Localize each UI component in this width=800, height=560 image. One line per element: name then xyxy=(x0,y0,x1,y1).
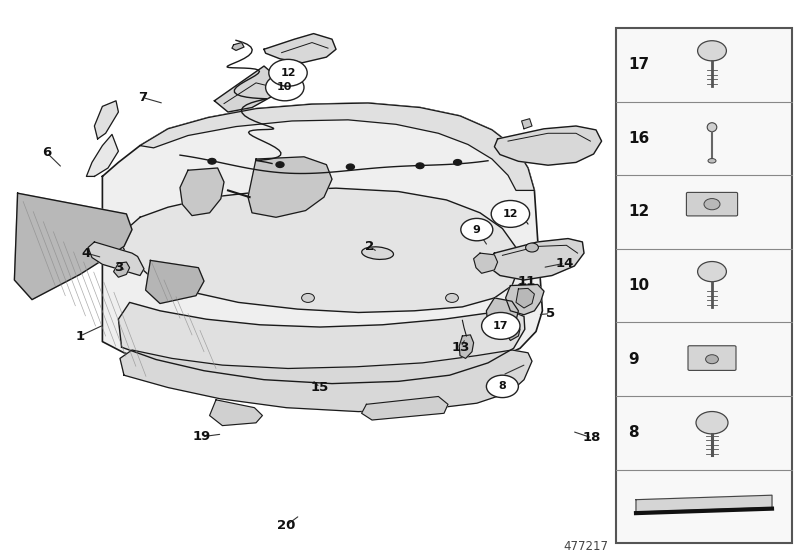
Polygon shape xyxy=(459,335,474,358)
Polygon shape xyxy=(264,34,336,63)
Text: 8: 8 xyxy=(498,381,506,391)
Ellipse shape xyxy=(707,123,717,132)
Polygon shape xyxy=(118,188,518,312)
Polygon shape xyxy=(494,126,602,165)
Circle shape xyxy=(454,160,462,165)
Text: 17: 17 xyxy=(493,321,509,331)
Text: 12: 12 xyxy=(628,204,650,220)
Circle shape xyxy=(416,163,424,169)
Text: 5: 5 xyxy=(546,307,555,320)
Text: 8: 8 xyxy=(628,425,638,440)
Circle shape xyxy=(698,262,726,282)
Polygon shape xyxy=(506,284,544,315)
Circle shape xyxy=(706,354,718,363)
Text: 13: 13 xyxy=(452,340,470,354)
Polygon shape xyxy=(114,262,130,277)
Polygon shape xyxy=(88,242,144,276)
Circle shape xyxy=(266,74,304,101)
Polygon shape xyxy=(94,101,118,139)
Text: 10: 10 xyxy=(277,82,293,92)
Text: 14: 14 xyxy=(556,256,574,270)
Text: 17: 17 xyxy=(628,57,649,72)
Polygon shape xyxy=(210,400,262,426)
Polygon shape xyxy=(362,396,448,420)
Polygon shape xyxy=(506,319,520,340)
Circle shape xyxy=(446,293,458,302)
FancyBboxPatch shape xyxy=(616,28,792,543)
Ellipse shape xyxy=(708,158,716,163)
Polygon shape xyxy=(516,288,534,308)
Polygon shape xyxy=(522,119,532,129)
Polygon shape xyxy=(140,103,534,190)
Polygon shape xyxy=(248,157,332,217)
Text: 7: 7 xyxy=(138,91,147,104)
Polygon shape xyxy=(486,298,518,330)
Text: 10: 10 xyxy=(628,278,649,293)
Circle shape xyxy=(491,200,530,227)
Polygon shape xyxy=(214,66,278,112)
Text: 16: 16 xyxy=(628,131,650,146)
Text: 6: 6 xyxy=(42,146,51,159)
Text: 2: 2 xyxy=(365,240,374,253)
Text: 20: 20 xyxy=(278,519,295,532)
Text: 19: 19 xyxy=(193,430,210,444)
Circle shape xyxy=(276,162,284,167)
Circle shape xyxy=(698,41,726,61)
Circle shape xyxy=(461,218,493,241)
Text: 15: 15 xyxy=(311,381,329,394)
FancyBboxPatch shape xyxy=(686,193,738,216)
Circle shape xyxy=(526,243,538,252)
Circle shape xyxy=(696,412,728,434)
Ellipse shape xyxy=(362,247,394,259)
Circle shape xyxy=(346,164,354,170)
Circle shape xyxy=(208,158,216,164)
Text: 12: 12 xyxy=(502,209,518,219)
Polygon shape xyxy=(146,260,204,304)
Polygon shape xyxy=(14,193,132,300)
Text: 9: 9 xyxy=(628,352,638,367)
Text: 11: 11 xyxy=(518,274,535,288)
Text: 3: 3 xyxy=(114,261,123,274)
Circle shape xyxy=(486,375,518,398)
Polygon shape xyxy=(102,103,542,384)
Polygon shape xyxy=(636,495,772,512)
Circle shape xyxy=(482,312,520,339)
Polygon shape xyxy=(180,168,224,216)
Text: 1: 1 xyxy=(75,329,85,343)
Circle shape xyxy=(269,59,307,86)
Polygon shape xyxy=(120,350,532,412)
Text: 12: 12 xyxy=(280,68,296,78)
Circle shape xyxy=(704,199,720,210)
Polygon shape xyxy=(488,239,584,280)
Text: 4: 4 xyxy=(82,246,91,260)
FancyBboxPatch shape xyxy=(688,346,736,370)
Polygon shape xyxy=(232,43,244,50)
Circle shape xyxy=(302,293,314,302)
Text: 18: 18 xyxy=(583,431,601,445)
Text: 477217: 477217 xyxy=(563,540,608,553)
Polygon shape xyxy=(474,253,498,273)
Polygon shape xyxy=(86,134,118,176)
Text: 9: 9 xyxy=(473,225,481,235)
Polygon shape xyxy=(118,302,525,384)
